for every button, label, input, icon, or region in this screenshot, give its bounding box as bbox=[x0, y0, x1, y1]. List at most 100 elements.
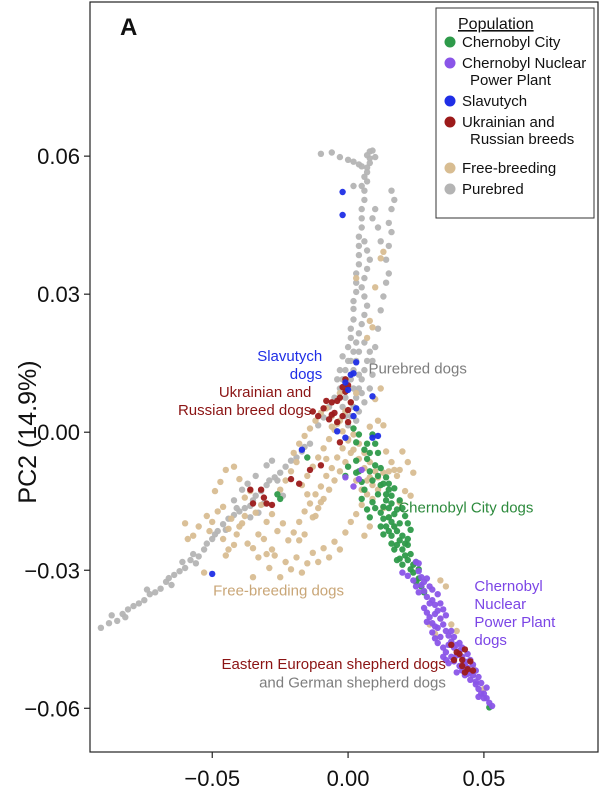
annotation-label: Slavutych dogs bbox=[257, 348, 322, 383]
y-tick-label: −0.06 bbox=[24, 696, 80, 721]
point-chernobyl-nuclear-power-plant bbox=[437, 600, 444, 607]
point-purebred bbox=[374, 325, 382, 332]
point-purebred bbox=[363, 152, 371, 159]
point-free-breeding bbox=[241, 512, 248, 520]
point-free-breeding bbox=[372, 284, 379, 291]
point-purebred bbox=[108, 612, 115, 619]
point-free-breeding bbox=[353, 274, 360, 282]
point-chernobyl-city bbox=[396, 520, 403, 527]
point-free-breeding bbox=[361, 532, 368, 539]
point-purebred bbox=[241, 504, 248, 512]
point-purebred bbox=[350, 297, 357, 305]
point-chernobyl-city bbox=[393, 556, 401, 564]
panel-label: A bbox=[120, 14, 137, 41]
point-purebred bbox=[355, 233, 363, 240]
point-ukrainian-and-russian-breeds bbox=[339, 383, 346, 391]
point-free-breeding bbox=[353, 389, 360, 397]
point-chernobyl-nuclear-power-plant bbox=[420, 587, 428, 595]
point-chernobyl-nuclear-power-plant bbox=[448, 627, 455, 635]
point-purebred bbox=[347, 357, 354, 365]
point-purebred bbox=[380, 293, 387, 300]
point-chernobyl-city bbox=[388, 540, 395, 547]
point-free-breeding bbox=[252, 509, 259, 516]
point-chernobyl-city bbox=[393, 527, 401, 535]
annotation-label: Free-breeding dogs bbox=[213, 583, 344, 600]
point-slavutych bbox=[209, 570, 216, 578]
point-chernobyl-nuclear-power-plant bbox=[440, 606, 447, 613]
point-purebred bbox=[347, 376, 354, 383]
point-purebred bbox=[353, 394, 360, 401]
point-purebred bbox=[219, 521, 227, 528]
point-chernobyl-nuclear-power-plant bbox=[434, 591, 441, 598]
point-chernobyl-city bbox=[366, 514, 373, 521]
legend-entry-label: Slavutych bbox=[462, 93, 527, 110]
point-purebred bbox=[135, 600, 143, 607]
point-chernobyl-city bbox=[377, 509, 384, 516]
point-free-breeding bbox=[385, 468, 392, 475]
point-purebred bbox=[350, 305, 357, 313]
point-ukrainian-and-russian-breeds bbox=[257, 486, 265, 493]
point-slavutych bbox=[353, 405, 360, 412]
point-free-breeding bbox=[325, 435, 333, 443]
point-chernobyl-city bbox=[372, 440, 379, 447]
point-chernobyl-city bbox=[361, 446, 368, 453]
point-free-breeding bbox=[339, 445, 346, 452]
point-purebred bbox=[355, 348, 363, 355]
point-slavutych bbox=[344, 386, 352, 394]
point-free-breeding bbox=[396, 466, 403, 474]
point-purebred bbox=[287, 457, 295, 464]
point-chernobyl-city bbox=[404, 535, 411, 543]
point-chernobyl-city bbox=[274, 491, 281, 498]
point-chernobyl-nuclear-power-plant bbox=[478, 679, 485, 687]
point-chernobyl-nuclear-power-plant bbox=[440, 621, 447, 628]
point-purebred bbox=[361, 187, 368, 194]
point-free-breeding bbox=[195, 523, 202, 530]
point-free-breeding bbox=[401, 487, 409, 495]
point-ukrainian-and-russian-breeds bbox=[461, 669, 469, 676]
point-purebred bbox=[358, 284, 365, 291]
point-purebred bbox=[209, 535, 216, 543]
point-purebred bbox=[143, 586, 151, 593]
point-chernobyl-nuclear-power-plant bbox=[415, 560, 422, 567]
legend-marker bbox=[444, 183, 456, 195]
point-free-breeding bbox=[214, 508, 221, 515]
point-free-breeding bbox=[219, 535, 227, 543]
point-chernobyl-city bbox=[363, 506, 371, 513]
point-ukrainian-and-russian-breeds bbox=[328, 399, 335, 406]
point-free-breeding bbox=[304, 491, 311, 498]
point-purebred bbox=[165, 574, 172, 582]
data-points bbox=[97, 147, 496, 711]
point-free-breeding bbox=[315, 454, 322, 461]
point-free-breeding bbox=[277, 486, 284, 493]
point-chernobyl-nuclear-power-plant bbox=[488, 702, 496, 710]
point-free-breeding bbox=[266, 564, 273, 572]
point-chernobyl-city bbox=[353, 439, 360, 446]
point-chernobyl-city bbox=[363, 455, 371, 463]
y-tick-label: 0.00 bbox=[37, 420, 80, 445]
annotation-label: Eastern European shepherd dogs bbox=[222, 656, 446, 673]
point-free-breeding bbox=[306, 425, 314, 432]
point-purebred bbox=[363, 247, 371, 254]
point-free-breeding bbox=[366, 523, 373, 530]
point-ukrainian-and-russian-breeds bbox=[456, 650, 463, 658]
point-purebred bbox=[293, 454, 300, 461]
point-free-breeding bbox=[222, 466, 229, 474]
point-purebred bbox=[350, 316, 357, 323]
point-chernobyl-city bbox=[361, 486, 368, 493]
point-purebred bbox=[195, 553, 202, 560]
point-free-breeding bbox=[380, 422, 387, 429]
point-free-breeding bbox=[317, 483, 325, 490]
point-ukrainian-and-russian-breeds bbox=[317, 462, 325, 469]
point-purebred bbox=[361, 173, 368, 180]
point-chernobyl-city bbox=[353, 469, 360, 476]
point-slavutych bbox=[369, 434, 376, 441]
point-purebred bbox=[388, 205, 395, 213]
point-free-breeding bbox=[347, 518, 354, 526]
y-tick-label: −0.03 bbox=[24, 558, 80, 583]
point-free-breeding bbox=[296, 537, 303, 544]
point-free-breeding bbox=[293, 554, 300, 561]
x-tick-label: 0.05 bbox=[462, 766, 505, 791]
point-free-breeding bbox=[320, 445, 327, 452]
point-chernobyl-city bbox=[353, 457, 360, 464]
